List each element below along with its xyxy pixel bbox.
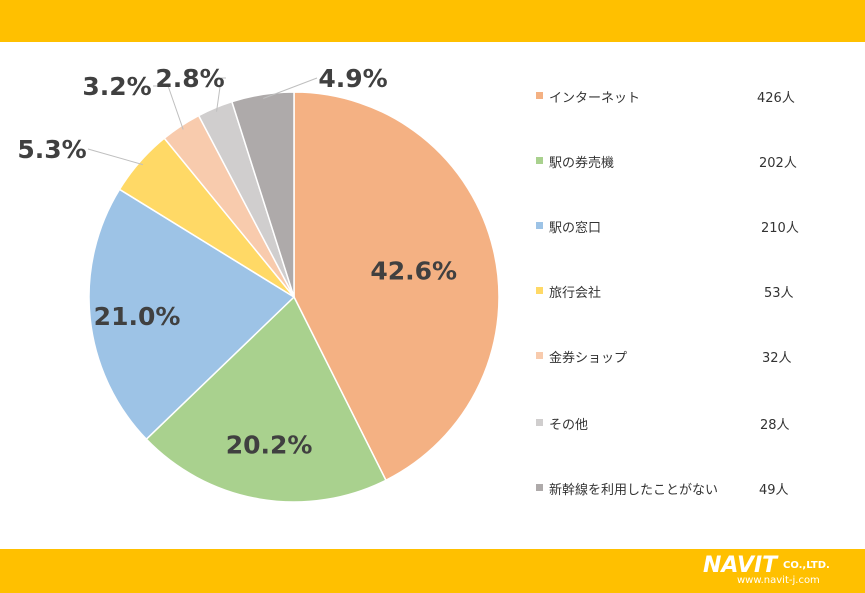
legend-count: 426人 <box>757 91 795 106</box>
data-label-1: 20.2% <box>226 430 313 459</box>
legend-count: 210人 <box>761 221 799 236</box>
legend-label: その他 <box>549 418 589 433</box>
legend-marker <box>536 419 543 426</box>
logo-wordmark: NAVIT <box>703 553 778 578</box>
data-label-5: 2.8% <box>155 64 224 93</box>
legend-marker <box>536 157 543 164</box>
legend-item-ticket-shop: 金券ショップ 32人 <box>536 346 856 368</box>
legend-label: 金券ショップ <box>549 351 628 366</box>
leader-line-6 <box>263 77 318 99</box>
legend-count: 28人 <box>760 418 790 433</box>
legend-marker <box>536 484 543 491</box>
legend-label: 駅の券売機 <box>549 156 615 171</box>
data-label-4: 3.2% <box>82 72 151 101</box>
data-label-2: 21.0% <box>94 302 181 331</box>
legend-count: 202人 <box>759 156 797 171</box>
legend-marker <box>536 222 543 229</box>
legend-label: 旅行会社 <box>549 286 602 301</box>
leader-line-3 <box>87 148 144 166</box>
legend-item-ticket-office: 駅の窓口 210人 <box>536 216 856 238</box>
pie-chart: 42.6% 20.2% 21.0% 5.3% 3.2% 2.8% 4.9% <box>17 64 500 503</box>
top-banner <box>0 0 865 42</box>
navit-logo: NAVIT CO.,LTD. www.navit-j.com <box>703 551 853 591</box>
leader-line-5 <box>216 77 226 112</box>
legend-item-other: その他 28人 <box>536 413 856 435</box>
legend-marker <box>536 92 543 99</box>
legend-marker <box>536 352 543 359</box>
logo-company-suffix: CO.,LTD. <box>783 560 830 571</box>
legend-count: 32人 <box>762 351 792 366</box>
legend-marker <box>536 287 543 294</box>
data-label-0: 42.6% <box>370 257 457 286</box>
legend-item-travel-agency: 旅行会社 53人 <box>536 281 856 303</box>
pie-slice-2 <box>88 188 296 441</box>
logo-url: www.navit-j.com <box>737 575 820 586</box>
legend-label: 駅の窓口 <box>549 221 602 236</box>
legend-count: 53人 <box>764 286 794 301</box>
pie-slice-0 <box>293 91 500 482</box>
leader-line-4 <box>153 85 184 130</box>
data-label-6: 4.9% <box>318 64 387 93</box>
pie-slice-1 <box>145 295 387 503</box>
legend-item-ticket-machine: 駅の券売機 202人 <box>536 151 856 173</box>
legend-label: インターネット <box>549 91 641 106</box>
pie-slice-6 <box>230 91 295 298</box>
legend-item-internet: インターネット 426人 <box>536 86 856 108</box>
legend-label: 新幹線を利用したことがない <box>549 483 719 498</box>
legend-item-never-used: 新幹線を利用したことがない 49人 <box>536 478 856 500</box>
data-label-3: 5.3% <box>17 135 86 164</box>
legend-count: 49人 <box>759 483 789 498</box>
bottom-banner <box>0 549 865 593</box>
